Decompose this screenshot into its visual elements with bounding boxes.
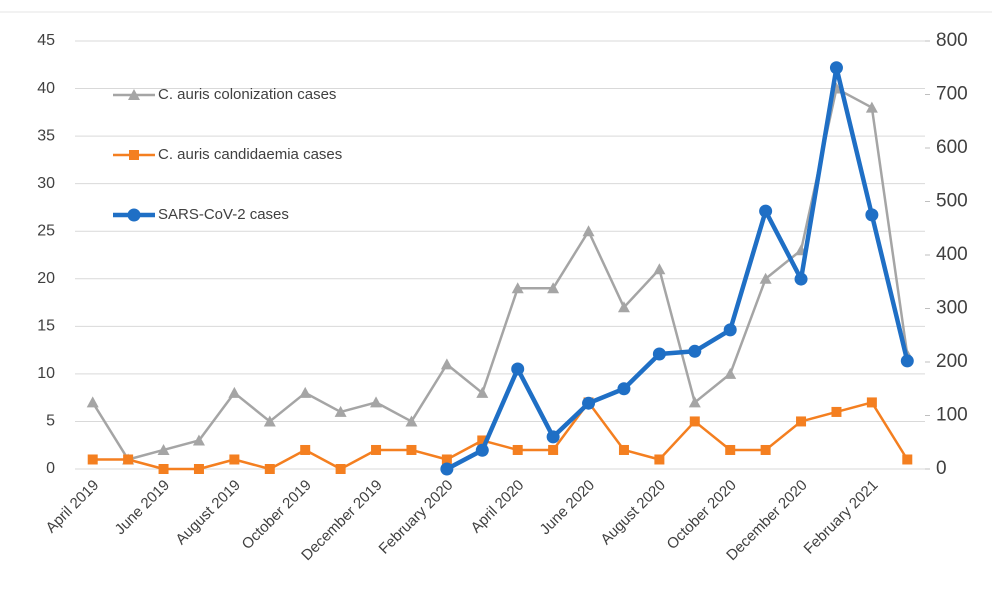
data-point <box>157 443 170 455</box>
x-tick-label: February 2020 <box>376 477 457 558</box>
data-point <box>86 396 99 408</box>
data-point <box>759 272 772 284</box>
data-point <box>192 434 205 446</box>
data-point <box>866 397 877 408</box>
data-point <box>476 386 489 398</box>
data-point <box>334 405 347 417</box>
data-point <box>300 444 311 455</box>
x-tick-label: October 2020 <box>664 477 740 553</box>
data-point <box>865 101 878 113</box>
data-point <box>900 354 914 368</box>
data-point <box>228 386 241 398</box>
data-point <box>546 430 560 444</box>
data-point <box>511 282 524 294</box>
y-tick-label: 40 <box>37 80 55 97</box>
data-point <box>796 416 807 427</box>
data-point <box>547 282 560 294</box>
y2-tick-label: 800 <box>936 30 968 51</box>
x-tick-label: October 2019 <box>239 477 315 553</box>
y2-tick-label: 500 <box>936 191 968 212</box>
data-point <box>477 435 488 446</box>
x-tick-label: August 2020 <box>597 477 669 549</box>
data-point <box>688 396 701 408</box>
y2-tick-label: 200 <box>936 351 968 372</box>
data-point <box>829 61 843 75</box>
data-point <box>440 462 454 476</box>
data-point <box>264 464 275 474</box>
data-point <box>723 323 737 337</box>
y2-tick-label: 300 <box>936 298 968 319</box>
series-line <box>92 401 909 471</box>
data-point <box>406 444 417 455</box>
data-point <box>263 415 276 427</box>
legend-label: C. auris colonization cases <box>158 86 336 103</box>
data-point <box>865 208 879 222</box>
data-point <box>759 204 773 218</box>
y-tick-label: 0 <box>46 460 55 477</box>
data-point <box>193 464 204 474</box>
y-tick-label: 45 <box>37 32 55 49</box>
data-point <box>688 344 702 358</box>
data-point <box>87 454 98 465</box>
y-tick-label: 30 <box>37 175 55 192</box>
x-tick-label: August 2019 <box>172 477 244 549</box>
data-point <box>512 444 523 455</box>
data-point <box>511 362 525 376</box>
data-point <box>475 443 489 457</box>
y-tick-label: 20 <box>37 270 55 287</box>
data-point <box>652 347 666 361</box>
data-point <box>831 406 842 417</box>
y2-tick-label: 400 <box>936 244 968 265</box>
x-tick-label: April 2020 <box>468 477 528 537</box>
x-tick-label: June 2019 <box>112 477 174 539</box>
y-tick-label: 25 <box>37 222 55 239</box>
legend-marker <box>127 208 141 222</box>
data-point <box>299 386 312 398</box>
y2-tick-label: 600 <box>936 137 968 158</box>
y-tick-label: 35 <box>37 127 55 144</box>
data-point <box>724 367 737 379</box>
series-line <box>445 65 910 471</box>
y-tick-label: 10 <box>37 365 55 382</box>
data-point <box>653 263 666 275</box>
data-point <box>725 444 736 455</box>
data-point <box>335 464 346 474</box>
x-tick-label: April 2019 <box>43 477 103 537</box>
data-point <box>123 454 134 465</box>
y2-tick-label: 700 <box>936 84 968 105</box>
y-tick-label: 15 <box>37 318 55 335</box>
legend-label: C. auris candidaemia cases <box>158 146 342 163</box>
data-point <box>618 444 629 455</box>
data-point <box>582 225 595 237</box>
x-tick-label: February 2021 <box>801 477 882 558</box>
data-point <box>405 415 418 427</box>
data-point <box>617 382 631 396</box>
data-point <box>794 272 808 286</box>
data-point <box>902 454 913 465</box>
data-point <box>440 358 453 370</box>
data-point <box>760 444 771 455</box>
data-point <box>689 416 700 427</box>
x-tick-label: June 2020 <box>537 477 599 539</box>
data-point <box>617 301 630 313</box>
series-line <box>91 87 909 461</box>
legend-marker <box>129 150 139 160</box>
data-point <box>441 454 452 465</box>
data-point <box>654 454 665 465</box>
legend-marker <box>128 89 140 100</box>
data-point <box>371 444 382 455</box>
data-point <box>158 464 169 474</box>
legend-label: SARS-CoV-2 cases <box>158 206 289 223</box>
data-point <box>548 444 559 455</box>
y2-tick-label: 100 <box>936 405 968 426</box>
data-point <box>229 454 240 465</box>
data-point <box>370 396 383 408</box>
y-tick-label: 5 <box>46 413 55 430</box>
y2-tick-label: 0 <box>936 458 947 479</box>
data-point <box>582 396 596 410</box>
